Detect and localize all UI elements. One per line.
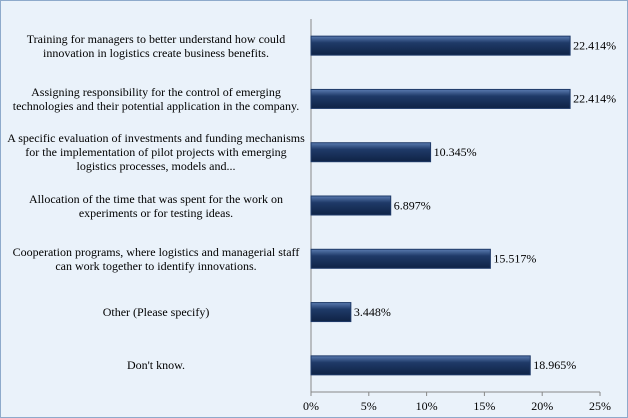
bar (310, 302, 352, 323)
category-label: Assigning responsibility for the control… (12, 84, 300, 113)
value-label: 3.448% (354, 305, 391, 319)
x-tick-label: 10% (416, 399, 438, 413)
category-label: Training for managers to better understa… (26, 31, 286, 60)
value-label: 18.965% (533, 358, 576, 372)
bar (310, 195, 392, 216)
bar (310, 355, 531, 376)
category-label: Don't know. (126, 358, 186, 373)
x-tick-label: 20% (531, 399, 553, 413)
category-label: Other (Please specify) (102, 305, 210, 320)
category-label: Cooperation programs, where logistics an… (12, 244, 300, 273)
value-label: 22.414% (573, 92, 616, 106)
category-label: A specific evaluation of investments and… (7, 131, 305, 174)
category-label: Allocation of the time that was spent fo… (29, 191, 283, 220)
x-tick-label: 5% (361, 399, 377, 413)
bar (310, 142, 432, 163)
value-label: 10.345% (434, 145, 477, 159)
bar (310, 35, 571, 56)
bar (310, 248, 491, 269)
bar (310, 88, 571, 109)
x-tick-label: 25% (589, 399, 611, 413)
x-tick-label: 15% (473, 399, 495, 413)
value-label: 15.517% (493, 252, 536, 266)
x-tick-label: 0% (303, 399, 319, 413)
value-label: 22.414% (573, 38, 616, 52)
value-label: 6.897% (394, 198, 431, 212)
